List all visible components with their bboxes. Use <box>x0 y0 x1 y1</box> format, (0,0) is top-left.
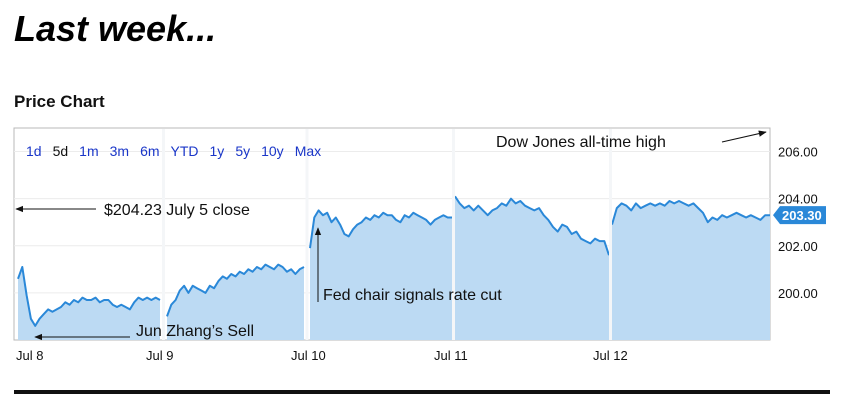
y-tick-label: 206.00 <box>778 145 818 160</box>
section-title: Price Chart <box>14 92 105 111</box>
x-tick-label: Jul 9 <box>146 348 173 360</box>
y-tick-label: 204.00 <box>778 192 818 207</box>
price-line-jul-10 <box>309 209 452 249</box>
session-gap <box>162 129 165 340</box>
range-button-1y[interactable]: 1y <box>210 143 225 159</box>
y-tick-label: 202.00 <box>778 239 818 254</box>
divider <box>14 390 830 394</box>
range-button-1m[interactable]: 1m <box>79 143 98 159</box>
range-button-ytd[interactable]: YTD <box>171 143 199 159</box>
x-tick-label: Jul 11 <box>434 348 468 360</box>
session-gap <box>452 129 455 340</box>
price-chart: 200.00 202.00 204.00 206.00 Jul 8 Jul 9 Jul 1… <box>13 127 826 360</box>
price-area-jul-9 <box>167 264 304 340</box>
session-gap <box>609 129 612 340</box>
price-area-jul-10 <box>310 210 452 340</box>
annotation-dow-jones: Dow Jones all-time high <box>496 134 666 151</box>
slide-title: Last week... <box>14 8 217 49</box>
range-button-5d[interactable]: 5d <box>53 143 69 159</box>
last-price-badge <box>773 206 826 225</box>
annotation-jun-zhang-sell: Jun Zhang’s Sell <box>136 323 254 340</box>
y-tick-label: 200.00 <box>778 286 818 301</box>
annotation-july5-close: $204.23 July 5 close <box>104 202 250 219</box>
x-tick-label: Jul 10 <box>291 348 326 360</box>
price-area-jul-12 <box>612 201 770 340</box>
range-button-5y[interactable]: 5y <box>235 143 250 159</box>
price-area-jul-8 <box>18 267 160 340</box>
annotation-fed-chair: Fed chair signals rate cut <box>323 287 502 304</box>
range-button-10y[interactable]: 10y <box>261 143 284 159</box>
range-button-max[interactable]: Max <box>295 143 321 159</box>
range-button-3m[interactable]: 3m <box>110 143 129 159</box>
session-gap <box>305 129 309 340</box>
price-line-jul-12 <box>611 200 770 225</box>
price-line-jul-8 <box>17 266 161 327</box>
x-tick-label: Jul 8 <box>16 348 43 360</box>
x-tick-label: Jul 12 <box>593 348 628 360</box>
range-button-6m[interactable]: 6m <box>140 143 159 159</box>
price-line-jul-11 <box>454 195 610 256</box>
price-line-jul-9 <box>166 263 305 317</box>
annotation-arrow <box>721 130 767 143</box>
last-price-label: 203.30 <box>782 208 822 223</box>
range-button-1d[interactable]: 1d <box>26 143 42 159</box>
